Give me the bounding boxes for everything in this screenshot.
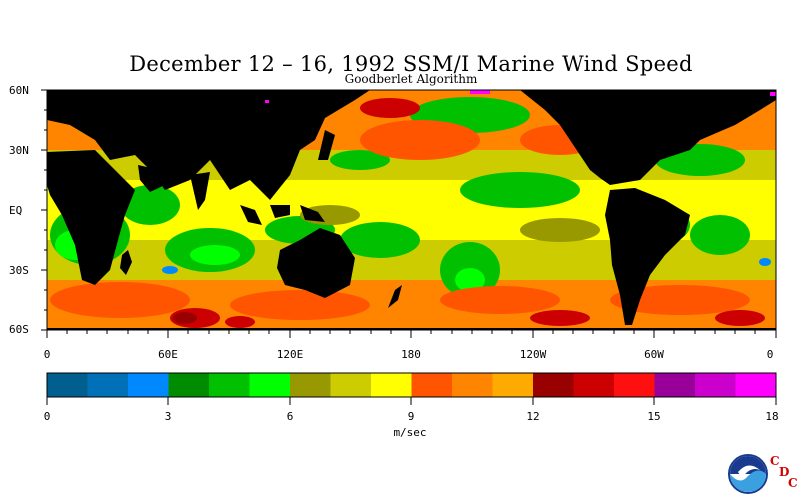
lon-label-120e: 120E — [276, 348, 304, 361]
india-land — [190, 172, 210, 210]
lon-label-180: 180 — [401, 348, 421, 361]
colorbar-label-18: 18 — [765, 410, 779, 423]
lat-label-60s: 60S — [9, 323, 29, 336]
colorbar-swatch — [492, 373, 534, 397]
colorbar-swatch — [290, 373, 331, 397]
colorbar-units: m/sec — [393, 426, 427, 439]
colorbar-swatch — [168, 373, 210, 397]
south-america-land — [605, 188, 690, 325]
logo-sea-icon — [730, 470, 766, 492]
colorbar-swatch — [371, 373, 412, 397]
colorbar-label-15: 15 — [647, 410, 661, 423]
colorbar-swatch — [209, 373, 250, 397]
lat-label-60n: 60N — [9, 84, 29, 97]
japan-land — [318, 130, 335, 160]
land-masses — [47, 90, 776, 330]
lat-label-eq: EQ — [9, 204, 23, 217]
colorbar-swatch — [249, 373, 291, 397]
lat-label-30s: 30S — [9, 264, 29, 277]
greenland-land — [700, 90, 760, 110]
wind-speed-field — [47, 90, 776, 330]
borneo-land — [270, 205, 290, 218]
colorbar-swatch — [411, 373, 453, 397]
colorbar-swatch — [47, 373, 88, 397]
australia-land — [277, 228, 355, 298]
colorbar-label-3: 3 — [164, 410, 172, 423]
eurasia-land — [47, 90, 370, 200]
cdc-letter-c1: C — [770, 454, 780, 468]
madagascar-land — [120, 250, 132, 275]
lat-ticks — [41, 89, 47, 331]
lon-ticks — [46, 330, 777, 338]
colorbar-swatch — [128, 373, 169, 397]
colorbar-label-9: 9 — [407, 410, 415, 423]
africa-land — [47, 150, 135, 285]
logo-sky-icon — [730, 456, 766, 474]
colorbar-label-6: 6 — [286, 410, 294, 423]
colorbar-swatch — [614, 373, 655, 397]
lon-label-60w: 60W — [644, 348, 664, 361]
lat-label-30n: 30N — [9, 144, 29, 157]
colorbar-swatch — [533, 373, 574, 397]
colorbar-swatch — [695, 373, 736, 397]
lon-label-120w: 120W — [519, 348, 547, 361]
north-america-land — [520, 90, 776, 185]
noaa-logo — [728, 454, 768, 494]
map-subtitle: Goodberlet Algorithm — [344, 72, 478, 86]
colorbar-ticks — [46, 397, 777, 405]
lon-label-60e: 60E — [158, 348, 178, 361]
colorbar-swatch — [452, 373, 493, 397]
colorbar-swatch — [87, 373, 129, 397]
colorbar — [47, 373, 777, 397]
lon-label-0-end: 0 — [766, 348, 774, 361]
new-guinea-land — [300, 205, 325, 222]
sumatra-land — [240, 205, 262, 225]
cdc-letter-d: D — [779, 465, 790, 479]
arabia-land — [138, 165, 165, 192]
colorbar-swatch — [573, 373, 615, 397]
colorbar-swatch — [330, 373, 372, 397]
colorbar-label-0: 0 — [43, 410, 51, 423]
colorbar-label-12: 12 — [526, 410, 540, 423]
map-title: December 12 – 16, 1992 SSM/I Marine Wind… — [129, 52, 693, 76]
lon-label-0: 0 — [43, 348, 51, 361]
ice-edge-specks — [265, 90, 776, 103]
antarctica-edge — [47, 328, 776, 330]
strong-wind-patches — [50, 120, 750, 320]
cdc-letter-c2: C — [788, 476, 798, 490]
logo-bird-icon — [738, 465, 760, 478]
colorbar-swatch — [654, 373, 696, 397]
calm-patches — [162, 258, 771, 274]
colorbar-swatch — [735, 373, 777, 397]
new-zealand-land — [388, 285, 402, 308]
